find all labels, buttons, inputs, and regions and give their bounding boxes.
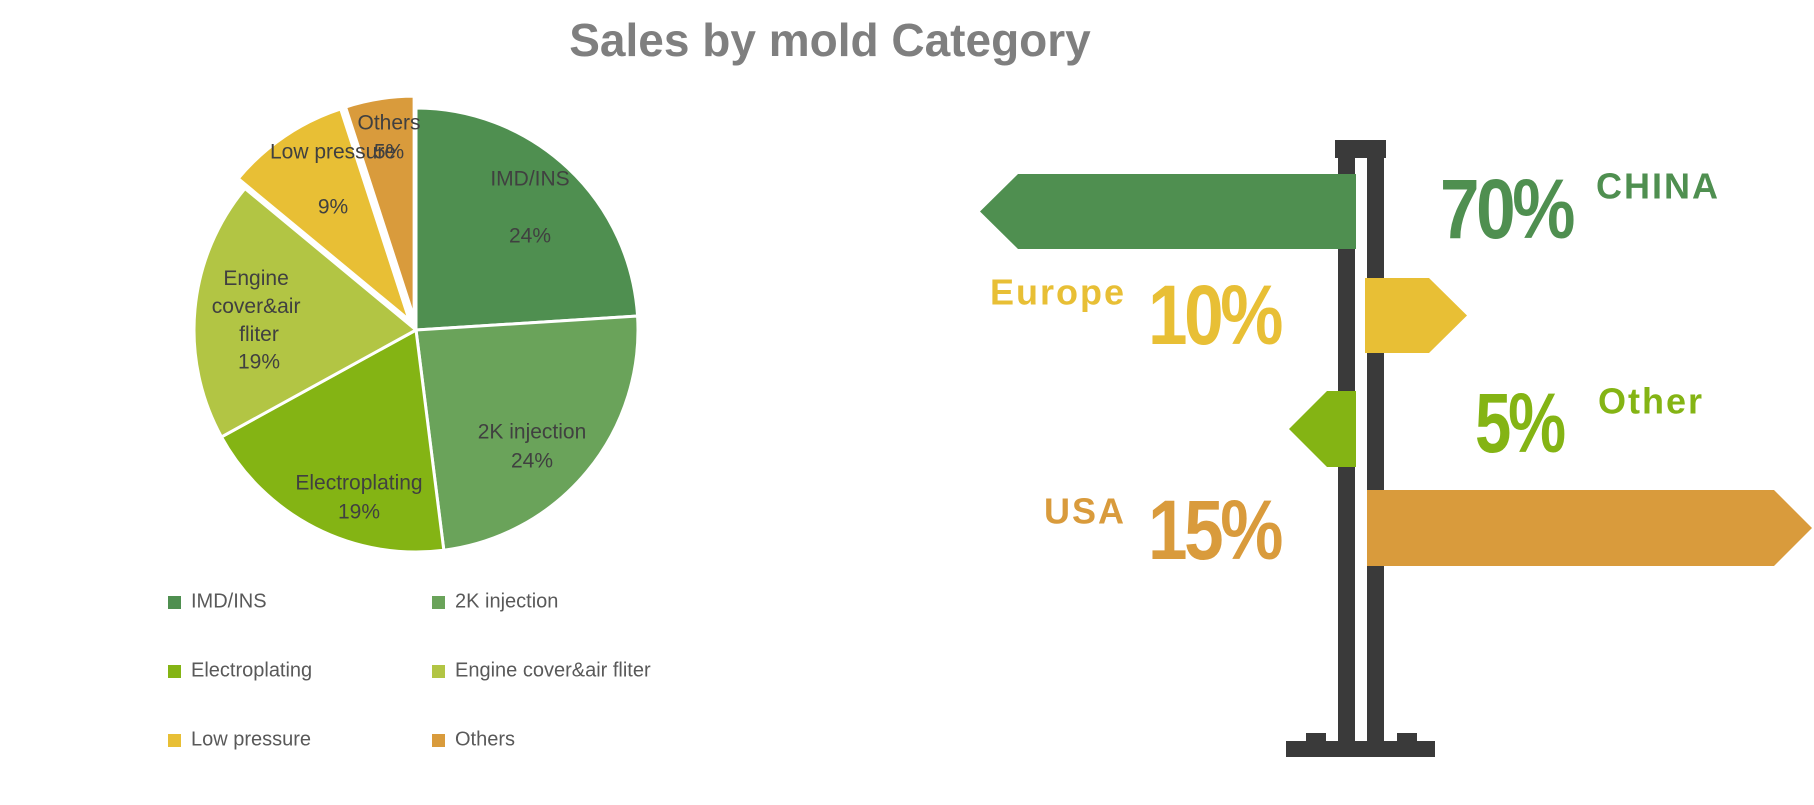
- slice-label: Electroplating: [295, 472, 422, 495]
- sign-arrow: [1289, 391, 1356, 467]
- region-value-label: 70%: [1440, 162, 1574, 256]
- slice-value-label: 24%: [509, 225, 551, 248]
- legend-label: 2K injection: [455, 590, 558, 612]
- region-label: Europe: [990, 272, 1126, 313]
- slice-value-label: 24%: [511, 450, 553, 473]
- sign-arrow: [1365, 278, 1467, 353]
- legend-swatch: [432, 665, 445, 678]
- slice-value-label: 5%: [374, 141, 404, 164]
- pie-slice: [343, 94, 416, 319]
- pole-cap: [1335, 140, 1386, 158]
- legend-swatch: [168, 734, 181, 747]
- slice-label-line: fliter: [239, 323, 279, 346]
- pole-foot: [1397, 733, 1417, 743]
- pole-right: [1367, 158, 1384, 743]
- pie-slice: [236, 107, 413, 325]
- pie-slice: [219, 327, 446, 554]
- legend-label: Low pressure: [191, 728, 311, 750]
- legend-label: Engine cover&air fliter: [455, 659, 651, 681]
- region-value-label: 5%: [1475, 376, 1565, 470]
- slice-label-line: cover&air: [212, 295, 307, 318]
- slice-label: Low pressure: [270, 141, 396, 164]
- pie-slice: [192, 186, 419, 439]
- slice-label-line: Engine: [223, 267, 294, 290]
- slice-value-label: 9%: [318, 196, 348, 219]
- pie-slice: [414, 314, 640, 552]
- sign-arrow: [980, 174, 1356, 249]
- region-value-label: 15%: [1148, 483, 1282, 577]
- region-label: CHINA: [1596, 166, 1720, 207]
- chart-title: Sales by mold Category: [569, 14, 1091, 66]
- pole-foot: [1306, 733, 1326, 743]
- slice-label: 2K injection: [478, 421, 587, 444]
- sign-arrow: [1367, 490, 1812, 566]
- slice-value-label: 19%: [238, 351, 280, 374]
- legend-swatch: [168, 665, 181, 678]
- legend-label: Electroplating: [191, 659, 312, 681]
- pie-slice: [414, 106, 640, 332]
- slice-label: Engine cover&air fliter: [212, 267, 307, 346]
- legend-label: Others: [455, 728, 515, 750]
- pole-base: [1286, 741, 1435, 757]
- region-label: Other: [1598, 381, 1704, 422]
- legend-swatch: [432, 734, 445, 747]
- legend-swatch: [432, 596, 445, 609]
- region-label: USA: [1044, 491, 1126, 532]
- slice-label: IMD/INS: [490, 168, 569, 191]
- slice-label: Others: [357, 112, 420, 135]
- legend-label: IMD/INS: [191, 590, 267, 612]
- slice-value-label: 19%: [338, 501, 380, 524]
- region-value-label: 10%: [1148, 268, 1282, 362]
- legend-swatch: [168, 596, 181, 609]
